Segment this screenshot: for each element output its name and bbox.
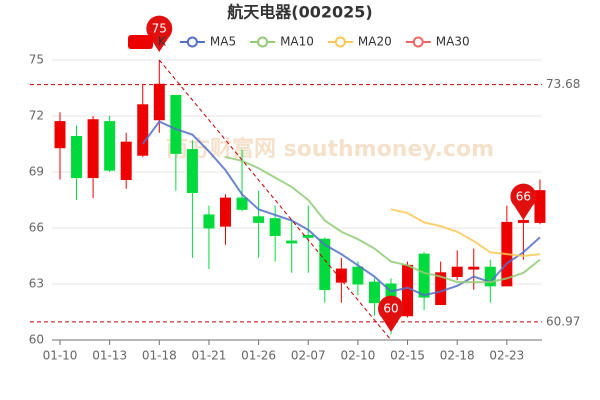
candle-body: [418, 253, 430, 298]
candle-body: [153, 83, 165, 121]
candle-body: [435, 272, 447, 306]
marker-pin: [146, 15, 173, 53]
candle-body: [120, 141, 132, 180]
x-tick-label: 01-26: [241, 349, 276, 363]
legend-swatch: [186, 36, 198, 48]
marker-label: 75: [152, 22, 167, 36]
candle-body: [319, 238, 331, 291]
ma-line: [141, 120, 541, 297]
watermark: 南方财富网 southmoney.com: [166, 136, 494, 162]
x-tick-label: 02-23: [489, 349, 524, 363]
legend-swatch: [334, 36, 346, 48]
candle-body: [352, 266, 364, 285]
marker-label: 66: [516, 190, 531, 204]
candle-body: [368, 281, 380, 304]
trend-line: [158, 59, 392, 341]
marker-label: 60: [383, 302, 398, 316]
y-tick-label: 66: [29, 221, 44, 235]
x-tick-label: 01-21: [192, 349, 227, 363]
ma-line: [225, 156, 541, 284]
x-tick-label: 02-15: [390, 349, 425, 363]
candle-body: [335, 268, 347, 283]
marker-pin: [510, 183, 537, 220]
y-tick-label: 63: [29, 277, 44, 291]
candle-body: [220, 197, 231, 227]
legend-label: MA5: [210, 35, 236, 49]
reference-label: 73.68: [546, 77, 580, 91]
candle-body: [236, 197, 248, 210]
x-tick-label: 02-07: [291, 349, 326, 363]
legend-swatch: [412, 36, 424, 48]
candle-body: [302, 234, 314, 238]
candle-body: [517, 220, 529, 223]
legend-label: MA10: [280, 35, 314, 49]
ma-line: [390, 208, 541, 258]
legend-swatch: [257, 36, 269, 48]
y-tick-label: 69: [29, 165, 44, 179]
chart-title: 航天电器(002025): [227, 3, 372, 22]
legend-label: MA20: [358, 35, 392, 49]
candle-body: [54, 121, 66, 149]
candle-body: [269, 218, 281, 236]
candle-body: [402, 264, 414, 317]
candle-body: [87, 119, 99, 179]
x-tick-label: 02-18: [440, 349, 475, 363]
marker-pin: [378, 295, 404, 332]
candle-body: [170, 94, 182, 154]
candle-body: [451, 266, 463, 278]
candle-body: [203, 214, 215, 229]
legend-label: K: [158, 35, 167, 49]
x-tick-label: 01-13: [92, 349, 127, 363]
candle-body: [468, 266, 480, 270]
legend-label: MA30: [436, 35, 470, 49]
candle-body: [104, 121, 116, 171]
candle-body: [253, 216, 265, 223]
x-tick-label: 01-18: [142, 349, 177, 363]
y-tick-label: 75: [29, 53, 44, 67]
candle-body: [186, 149, 198, 194]
candle-body: [286, 240, 298, 244]
y-tick-label: 60: [29, 333, 44, 347]
candle-body: [137, 104, 149, 156]
x-tick-label: 01-10: [43, 349, 78, 363]
x-tick-label: 02-10: [340, 349, 375, 363]
reference-label: 60.97: [546, 314, 580, 328]
candle-body: [71, 136, 83, 179]
y-tick-label: 72: [29, 109, 44, 123]
candle-body: [534, 190, 546, 223]
legend-swatch: [128, 35, 153, 49]
